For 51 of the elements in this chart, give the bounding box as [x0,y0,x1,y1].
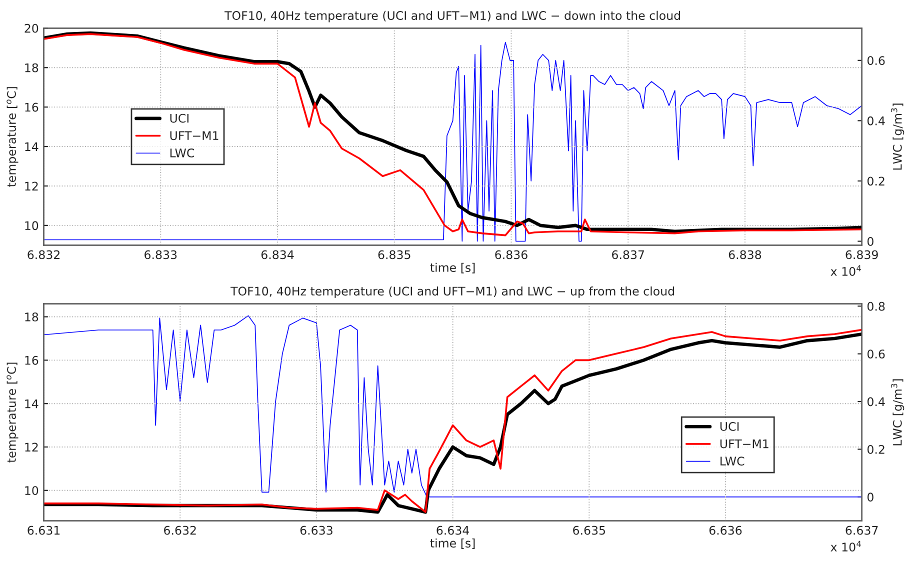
x-tick-label: 6.634 [436,526,470,535]
chart-title: TOF10, 40Hz temperature (UCI and UFT−M1) and LWC − up from the cloud [230,286,674,298]
x-tick-label: 6.637 [846,526,878,535]
legend-label: LWC [170,148,194,158]
y-tick-label: 18 [25,312,38,322]
legend-label: UFT−M1 [170,131,218,140]
x-tick-label: 6.631 [28,526,60,535]
y-tick-label: 12 [25,182,38,190]
x-tick-label: 6.836 [495,250,528,260]
x-tick-label: 6.839 [846,250,878,260]
y2-tick-label: 0.4 [867,116,885,126]
x-tick-label: 6.632 [164,526,196,535]
y-tick-label: 20 [24,24,38,33]
legend-label: UFT−M1 [720,439,768,448]
y2-tick-label: 0.8 [867,302,885,311]
legend-label: UCI [170,114,188,123]
y-tick-label: 18 [25,63,38,72]
y-tick-label: 12 [25,442,38,452]
y2-tick-label: 0.4 [867,397,885,406]
x-axis-title: time [s] [430,262,475,274]
y-tick-label: 10 [25,221,38,230]
legend-label: LWC [720,456,744,466]
y2-tick-label: 0 [867,492,874,502]
x-tick-label: 6.833 [144,250,177,260]
x-tick-label: 6.838 [728,250,762,260]
y2-tick-label: 0.2 [867,176,884,186]
y-tick-label: 16 [25,356,38,365]
y2-tick-label: 0.6 [867,56,885,66]
y2-axis-title: LWC [g/m$^{3}$] [891,379,904,446]
y2-axis-title: LWC [g/m$^{3}$] [891,104,904,170]
y-tick-label: 14 [25,399,38,408]
x-tick-label: 6.837 [612,250,644,260]
x-tick-label: 6.832 [28,250,60,260]
y-tick-label: 14 [25,142,38,152]
y2-tick-label: 0.6 [867,350,885,358]
x-tick-label: 6.636 [709,526,742,535]
chart-title: TOF10, 40Hz temperature (UCI and UFT−M1) and LWC − down into the cloud [224,10,680,22]
y-tick-label: 16 [25,102,38,112]
text: x 10$^{4}$ [830,540,861,552]
x-tick-label: 6.835 [378,250,410,260]
y-axis-title: temperature [$^{o}$C] [6,87,18,187]
y2-tick-label: 0 [867,236,874,246]
x-axis-title: time [s] [430,538,475,549]
y2-tick-label: 0.2 [867,444,884,454]
y-tick-label: 10 [25,486,38,496]
x-tick-label: 6.635 [573,526,606,535]
legend-label: UCI [720,422,739,431]
x-tick-label: 6.633 [300,526,332,535]
x-tick-label: 6.834 [261,250,294,260]
y-axis-title: temperature [$^{o}$C] [6,362,18,463]
text: x 10$^{4}$ [830,265,861,276]
